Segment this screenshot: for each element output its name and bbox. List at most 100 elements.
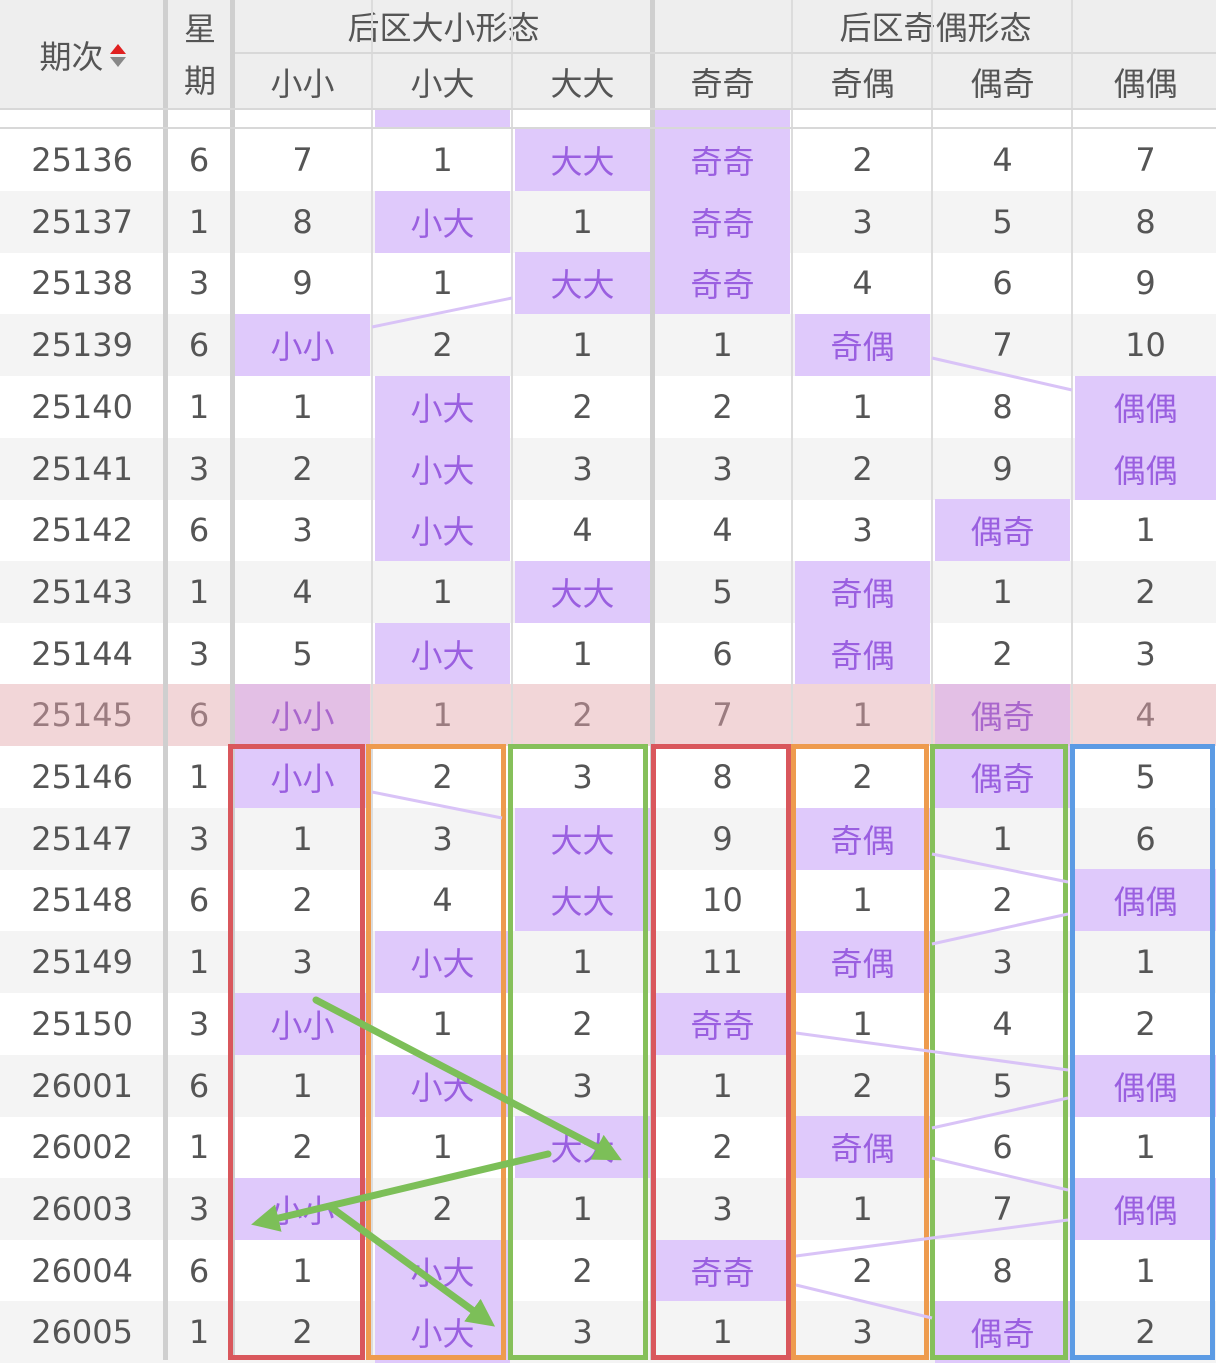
miss-count-cell: 6	[992, 264, 1013, 302]
miss-count-cell: 2	[432, 1190, 453, 1228]
miss-count-cell: 1	[572, 326, 593, 364]
table-row[interactable]: 25143 1 4 1 大大 5 奇偶 1 2	[0, 561, 1216, 623]
pattern-hit-cell: 大大	[515, 808, 650, 870]
period-label: 期次	[39, 38, 104, 76]
miss-count-cell: 2	[572, 696, 593, 734]
pattern-hit-cell: 奇奇	[655, 993, 790, 1055]
week-cell: 1	[188, 758, 210, 796]
trend-line	[371, 296, 513, 329]
table-row[interactable]: 26001 6 1 小大 3 1 2 5 偶偶	[0, 1055, 1216, 1117]
pattern-hit-cell: 小小	[235, 684, 370, 746]
pattern-hit-cell: 大大	[515, 252, 650, 314]
miss-count-cell: 1	[432, 1128, 453, 1166]
pattern-hit-cell: 小小	[235, 993, 370, 1055]
table-row[interactable]: 25141 3 2 小大 3 3 2 9 偶偶	[0, 438, 1216, 500]
pattern-hit-cell: 小大	[375, 191, 510, 253]
miss-count-cell: 2	[992, 881, 1013, 919]
table-row[interactable]: 26003 3 小小 2 1 3 1 7 偶偶	[0, 1178, 1216, 1240]
miss-count-cell: 2	[852, 758, 873, 796]
period-cell: 25150	[31, 1005, 133, 1043]
subheader-size-2: 大大	[550, 65, 615, 103]
pattern-hit-cell: 小大	[375, 376, 510, 438]
period-cell: 25149	[31, 943, 133, 981]
highlight-box-6	[1070, 744, 1215, 1360]
table-row[interactable]: 25144 3 5 小大 1 6 奇偶 2 3	[0, 623, 1216, 685]
miss-count-cell: 1	[852, 696, 873, 734]
size-group-header: 后区大小形态	[347, 9, 540, 47]
table-row[interactable]: 25150 3 小小 1 2 奇奇 1 4 2	[0, 993, 1216, 1055]
miss-count-cell: 5	[292, 635, 313, 673]
pattern-hit-cell: 偶奇	[935, 746, 1070, 808]
miss-count-cell: 2	[432, 326, 453, 364]
table-row[interactable]: 25140 1 1 小大 2 2 1 8 偶偶	[0, 376, 1216, 438]
header-divider	[0, 127, 1216, 129]
miss-count-cell: 8	[992, 1252, 1013, 1290]
miss-count-cell: 4	[1135, 696, 1156, 734]
table-row[interactable]: 25136 6 7 1 大大 奇奇 2 4 7	[0, 129, 1216, 191]
week-cell: 6	[188, 326, 210, 364]
pattern-hit-cell	[375, 110, 510, 129]
table-row[interactable]: 26005 1 2 小大 3 1 3 偶奇 2	[0, 1301, 1216, 1363]
pattern-hit-cell: 奇奇	[655, 252, 790, 314]
column-divider	[511, 0, 513, 1360]
sort-icon[interactable]	[109, 43, 126, 67]
table-row[interactable]: 25148 6 2 4 大大 10 1 2 偶偶	[0, 869, 1216, 931]
miss-count-cell: 1	[992, 820, 1013, 858]
miss-count-cell: 4	[992, 141, 1013, 179]
subheader-parity-3: 偶偶	[1113, 65, 1178, 103]
column-divider	[650, 0, 655, 1360]
table-row[interactable]: 25142 6 3 小大 4 4 3 偶奇 1	[0, 499, 1216, 561]
table-row-partial[interactable]	[0, 110, 1216, 129]
miss-count-cell: 2	[1135, 1313, 1156, 1351]
week-cell: 6	[188, 141, 210, 179]
subheader-size-1: 小大	[410, 65, 475, 103]
pattern-hit-cell: 偶偶	[1075, 869, 1216, 931]
trend-line	[795, 1283, 933, 1320]
miss-count-cell: 6	[712, 635, 733, 673]
miss-count-cell: 1	[292, 820, 313, 858]
miss-count-cell: 2	[292, 881, 313, 919]
pattern-hit-cell: 奇偶	[795, 623, 930, 685]
header-divider	[235, 52, 1216, 54]
period-cell: 26003	[31, 1190, 133, 1228]
period-cell: 25137	[31, 203, 133, 241]
week-cell: 3	[188, 1005, 210, 1043]
miss-count-cell: 4	[292, 573, 313, 611]
period-cell: 25144	[31, 635, 133, 673]
period-cell: 25145	[31, 696, 133, 734]
subheader-parity-2: 偶奇	[970, 65, 1035, 103]
table-row[interactable]: 25145 6 小小 1 2 7 1 偶奇 4	[0, 684, 1216, 746]
week-cell: 1	[188, 943, 210, 981]
trend-line	[795, 1031, 1069, 1072]
week-cell: 6	[188, 1067, 210, 1105]
miss-count-cell: 2	[852, 1252, 873, 1290]
miss-count-cell: 7	[292, 141, 313, 179]
table-row[interactable]: 25137 1 8 小大 1 奇奇 3 5 8	[0, 191, 1216, 253]
miss-count-cell: 1	[852, 388, 873, 426]
highlight-box-3	[651, 744, 791, 1360]
week-column-header: 星 期	[168, 0, 232, 110]
pattern-hit-cell: 偶奇	[935, 684, 1070, 746]
period-cell: 25136	[31, 141, 133, 179]
miss-count-cell: 2	[432, 758, 453, 796]
table-row[interactable]: 26002 1 2 1 大大 2 奇偶 6 1	[0, 1116, 1216, 1178]
table-row[interactable]: 25149 1 3 小大 1 11 奇偶 3 1	[0, 931, 1216, 993]
table-row[interactable]: 25146 1 小小 2 3 8 2 偶奇 5	[0, 746, 1216, 808]
miss-count-cell: 1	[572, 943, 593, 981]
miss-count-cell: 1	[292, 1252, 313, 1290]
period-column-header[interactable]: 期次	[0, 0, 165, 110]
miss-count-cell: 2	[712, 388, 733, 426]
miss-count-cell: 3	[1135, 635, 1156, 673]
pattern-hit-cell	[655, 110, 790, 129]
miss-count-cell: 2	[852, 450, 873, 488]
miss-count-cell: 7	[1135, 141, 1156, 179]
table-row[interactable]: 25138 3 9 1 大大 奇奇 4 6 9	[0, 252, 1216, 314]
miss-count-cell: 4	[992, 1005, 1013, 1043]
table-row[interactable]: 26004 6 1 小大 2 奇奇 2 8 1	[0, 1240, 1216, 1302]
column-divider	[230, 0, 235, 1360]
miss-count-cell: 2	[852, 1067, 873, 1105]
pattern-hit-cell: 偶偶	[1075, 376, 1216, 438]
table-row[interactable]: 25147 3 1 3 大大 9 奇偶 1 6	[0, 808, 1216, 870]
table-row[interactable]: 25139 6 小小 2 1 1 奇偶 7 10	[0, 314, 1216, 376]
miss-count-cell: 1	[292, 388, 313, 426]
